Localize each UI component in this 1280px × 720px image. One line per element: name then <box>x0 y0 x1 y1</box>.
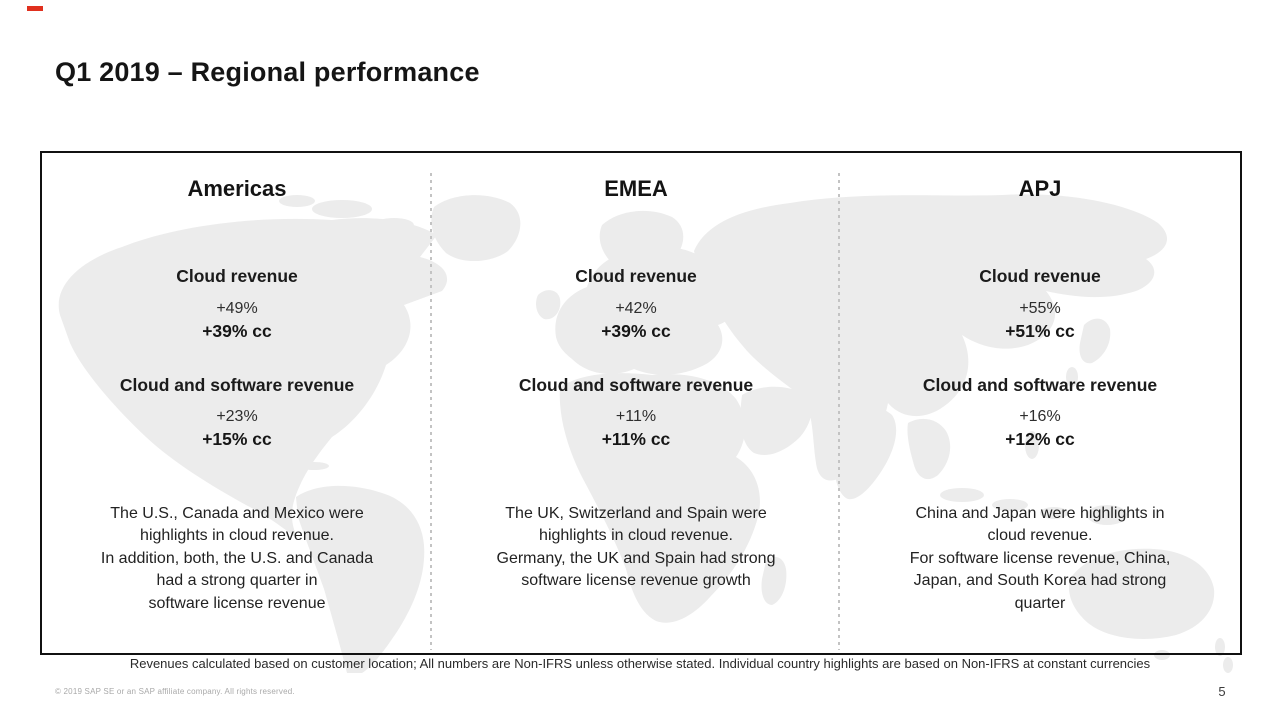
page-number: 5 <box>1218 684 1226 699</box>
region-title: EMEA <box>604 176 668 201</box>
page-title: Q1 2019 – Regional performance <box>55 57 480 87</box>
cloud-revenue-label: Cloud revenue <box>176 266 298 286</box>
cloud-software-revenue-growth-cc: +15% cc <box>202 429 272 449</box>
footnote: Revenues calculated based on customer lo… <box>129 656 1151 671</box>
region-column-americas: Americas Cloud revenue +49% +39% cc Clou… <box>44 151 430 653</box>
cloud-revenue-growth: +49% <box>216 300 258 317</box>
cloud-software-revenue-growth: +16% <box>1019 408 1061 425</box>
region-highlights: The U.S., Canada and Mexico were highlig… <box>100 505 374 612</box>
cloud-software-revenue-label: Cloud and software revenue <box>119 375 355 395</box>
region-highlights: China and Japan were highlights in cloud… <box>909 505 1171 612</box>
cloud-revenue-growth-cc: +51% cc <box>1005 321 1075 341</box>
column-divider-2 <box>838 173 840 650</box>
cloud-software-revenue-growth: +11% <box>615 408 657 425</box>
copyright: © 2019 SAP SE or an SAP affiliate compan… <box>55 687 295 696</box>
region-column-emea: EMEA Cloud revenue +42% +39% cc Cloud an… <box>434 151 838 653</box>
cloud-software-revenue-label: Cloud and software revenue <box>518 375 754 395</box>
accent-dash <box>27 6 43 11</box>
regions-panel <box>40 151 1242 655</box>
cloud-revenue-growth-cc: +39% cc <box>202 321 272 341</box>
cloud-revenue-label: Cloud revenue <box>979 266 1101 286</box>
cloud-revenue-growth-cc: +39% cc <box>601 321 671 341</box>
cloud-software-revenue-growth: +23% <box>216 408 258 425</box>
cloud-software-revenue-label: Cloud and software revenue <box>922 375 1158 395</box>
column-divider-1 <box>430 173 432 650</box>
region-title: Americas <box>187 176 287 201</box>
region-title: APJ <box>1018 176 1062 201</box>
cloud-revenue-growth: +55% <box>1019 300 1061 317</box>
cloud-software-revenue-growth-cc: +11% cc <box>601 429 671 449</box>
region-highlights: The UK, Switzerland and Spain were highl… <box>496 505 776 590</box>
cloud-software-revenue-growth-cc: +12% cc <box>1005 429 1075 449</box>
cloud-revenue-growth: +42% <box>615 300 657 317</box>
region-column-apj: APJ Cloud revenue +55% +51% cc Cloud and… <box>844 151 1236 653</box>
cloud-revenue-label: Cloud revenue <box>575 266 697 286</box>
